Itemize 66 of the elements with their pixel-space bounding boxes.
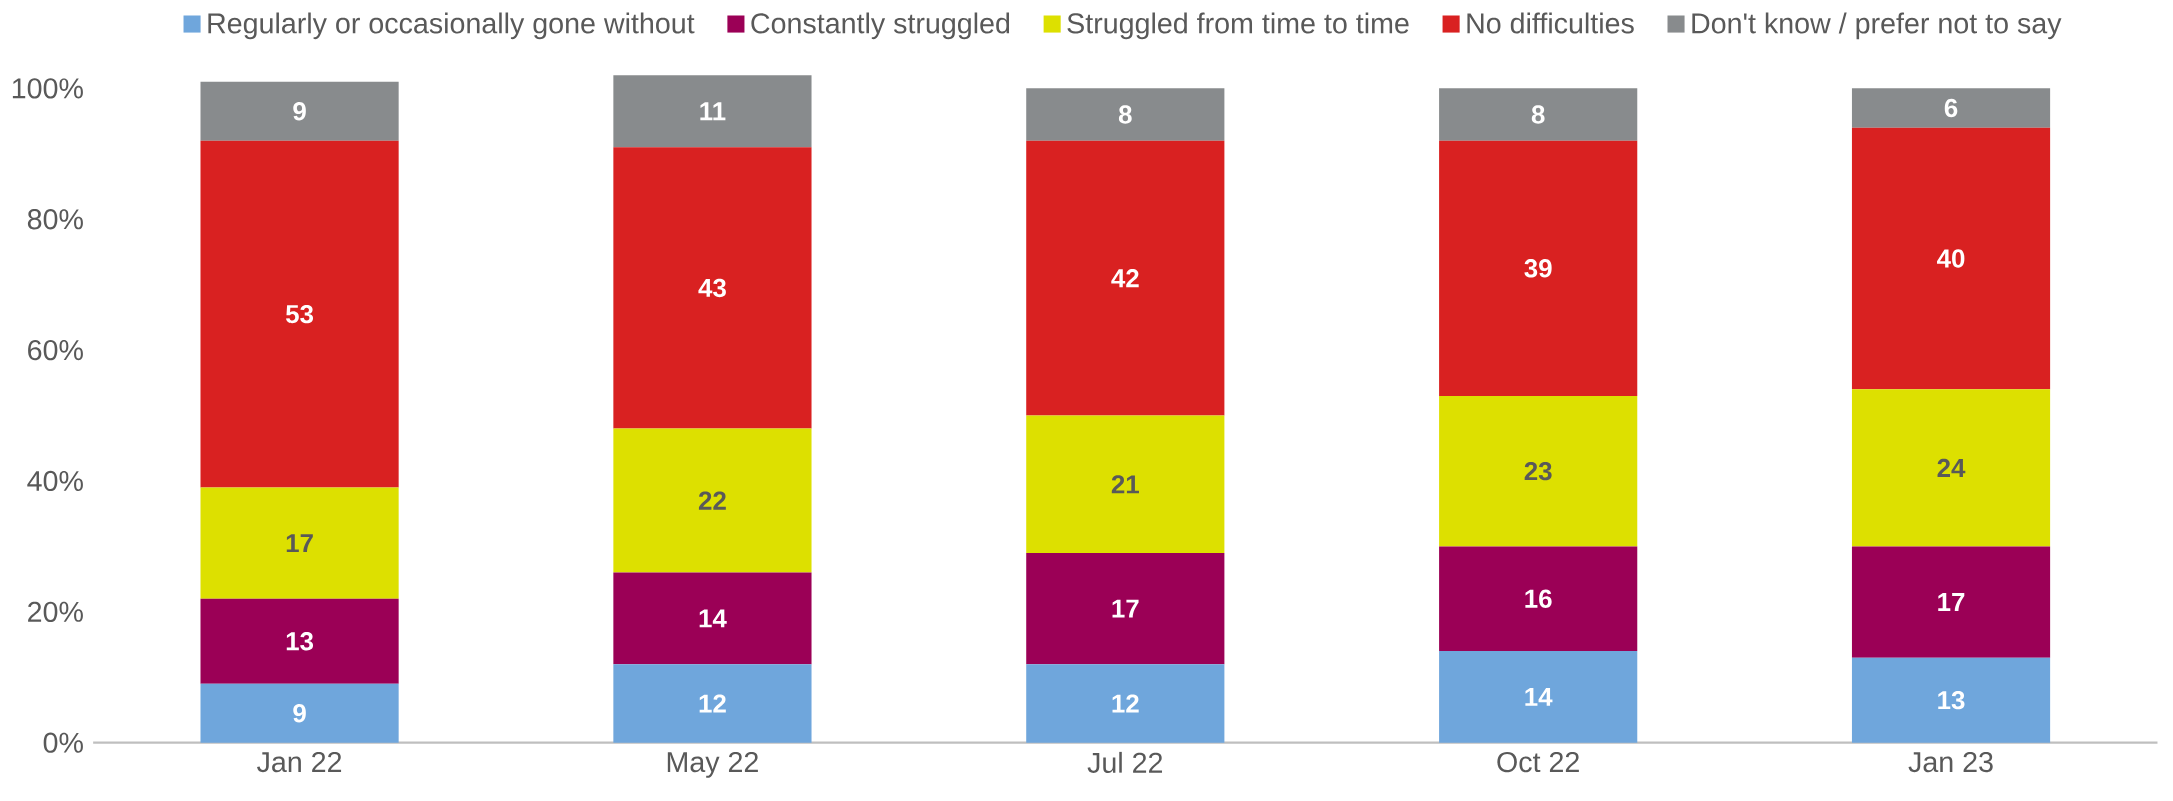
- data-label: 17: [1112, 599, 1139, 618]
- bar: [1026, 552, 1225, 665]
- data-label: 13: [286, 632, 314, 651]
- x-tick-label: Jul 22: [1087, 751, 1163, 773]
- bar: [1026, 664, 1225, 743]
- data-label: 23: [1524, 462, 1552, 481]
- data-label: 42: [1111, 269, 1139, 288]
- bar: [613, 75, 812, 148]
- legend-label: Regularly or occasionally gone without: [208, 12, 695, 40]
- legend-label: Struggled from time to time: [1067, 12, 1409, 40]
- x-tick-label: Jan 22: [257, 751, 342, 773]
- data-label: 17: [286, 534, 313, 553]
- bar: [1851, 546, 2051, 658]
- y-tick-label: 100%: [12, 78, 83, 99]
- data-label: 24: [1937, 458, 1966, 477]
- y-tick-label: 20%: [28, 601, 83, 623]
- data-label: 8: [1118, 105, 1132, 124]
- y-tick-label: 60%: [28, 340, 83, 361]
- bar: [1851, 88, 2051, 128]
- bar: [1439, 546, 1638, 652]
- x-tick-label: May 22: [667, 751, 758, 778]
- bar: [1026, 415, 1225, 553]
- bar: [200, 683, 399, 743]
- legend-label: Don't know / prefer not to say: [1692, 12, 2062, 40]
- bar: [200, 140, 399, 488]
- y-tick-label: 40%: [27, 470, 83, 492]
- x-tick-label: Jan 23: [1908, 751, 1993, 773]
- x-tick-label: Oct 22: [1497, 751, 1579, 773]
- data-label: 14: [1525, 688, 1553, 706]
- data-label: 14: [699, 609, 727, 628]
- data-label: 12: [1112, 694, 1139, 713]
- data-label: 43: [698, 278, 726, 298]
- data-label: 6: [1944, 98, 1958, 118]
- bar: [613, 664, 812, 743]
- bar: [1439, 88, 1638, 141]
- data-label: 17: [1938, 593, 1965, 611]
- bar: [1851, 657, 2051, 743]
- data-label: 53: [285, 304, 314, 324]
- bar: [1851, 127, 2051, 390]
- data-label: 21: [1111, 475, 1139, 494]
- y-tick-label: 0%: [43, 732, 83, 753]
- legend-label: No difficulties: [1467, 12, 1634, 34]
- bar: [1439, 651, 1638, 743]
- data-label: 40: [1937, 249, 1965, 268]
- data-label: 12: [699, 694, 726, 713]
- bar: [200, 598, 399, 684]
- data-label: 22: [698, 491, 726, 510]
- y-tick-label: 80%: [27, 209, 83, 230]
- bar: [200, 487, 399, 599]
- data-label: 16: [1525, 589, 1552, 608]
- data-label: 9: [293, 704, 306, 723]
- data-label: 11: [700, 102, 726, 121]
- data-label: 39: [1524, 259, 1552, 278]
- legend-label: Constantly struggled: [751, 12, 1010, 40]
- bar: [613, 147, 812, 429]
- bar: [1026, 140, 1225, 416]
- bar: [200, 81, 399, 141]
- bar: [1439, 395, 1638, 547]
- bar: [1439, 140, 1638, 396]
- bar: [613, 572, 812, 665]
- bar: [613, 428, 812, 573]
- bar: [1026, 88, 1225, 141]
- bar: [1851, 389, 2051, 547]
- data-label: 8: [1531, 105, 1545, 124]
- data-label: 9: [293, 102, 306, 121]
- data-label: 13: [1938, 691, 1965, 710]
